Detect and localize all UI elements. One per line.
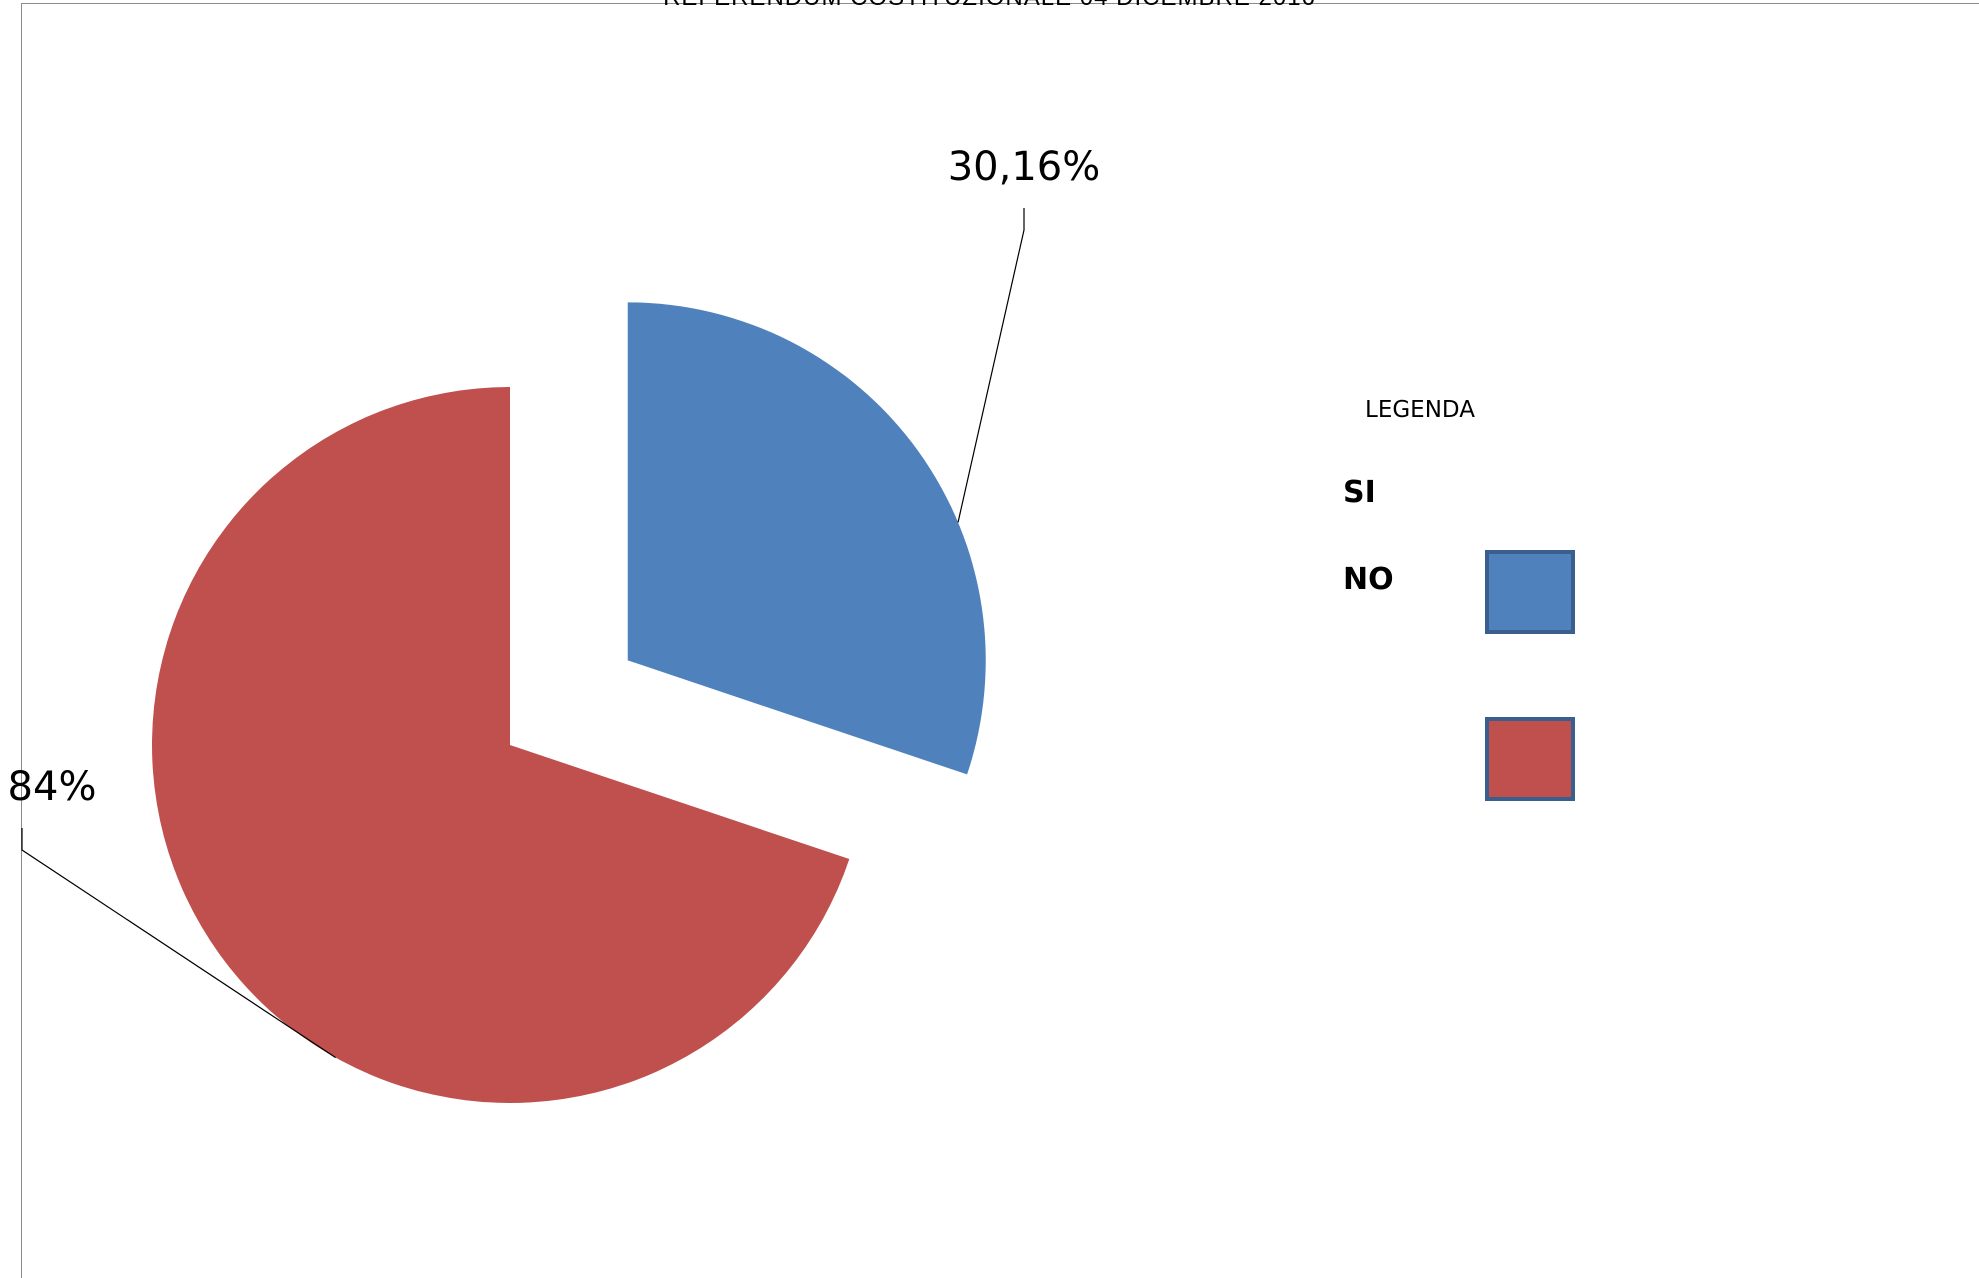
chart-frame <box>21 3 1979 1278</box>
data-label-si: 30,16% <box>948 144 1101 190</box>
legend-entry-no: NO <box>1343 562 1394 597</box>
leader-line-no <box>21 828 336 1059</box>
data-label-no: 84% <box>8 764 97 810</box>
legend-swatch-si <box>1485 550 1575 634</box>
pie-slice-no <box>151 387 850 1103</box>
legend-title: LEGENDA <box>1365 397 1475 423</box>
chart-title: REFERENDUM COSTITUZIONALE 04 DICEMBRE 20… <box>0 0 1979 12</box>
pie-slice-si <box>627 302 986 775</box>
leader-line-si <box>957 208 1025 523</box>
legend-entry-si: SI <box>1343 475 1376 510</box>
legend-swatch-no <box>1485 717 1575 801</box>
